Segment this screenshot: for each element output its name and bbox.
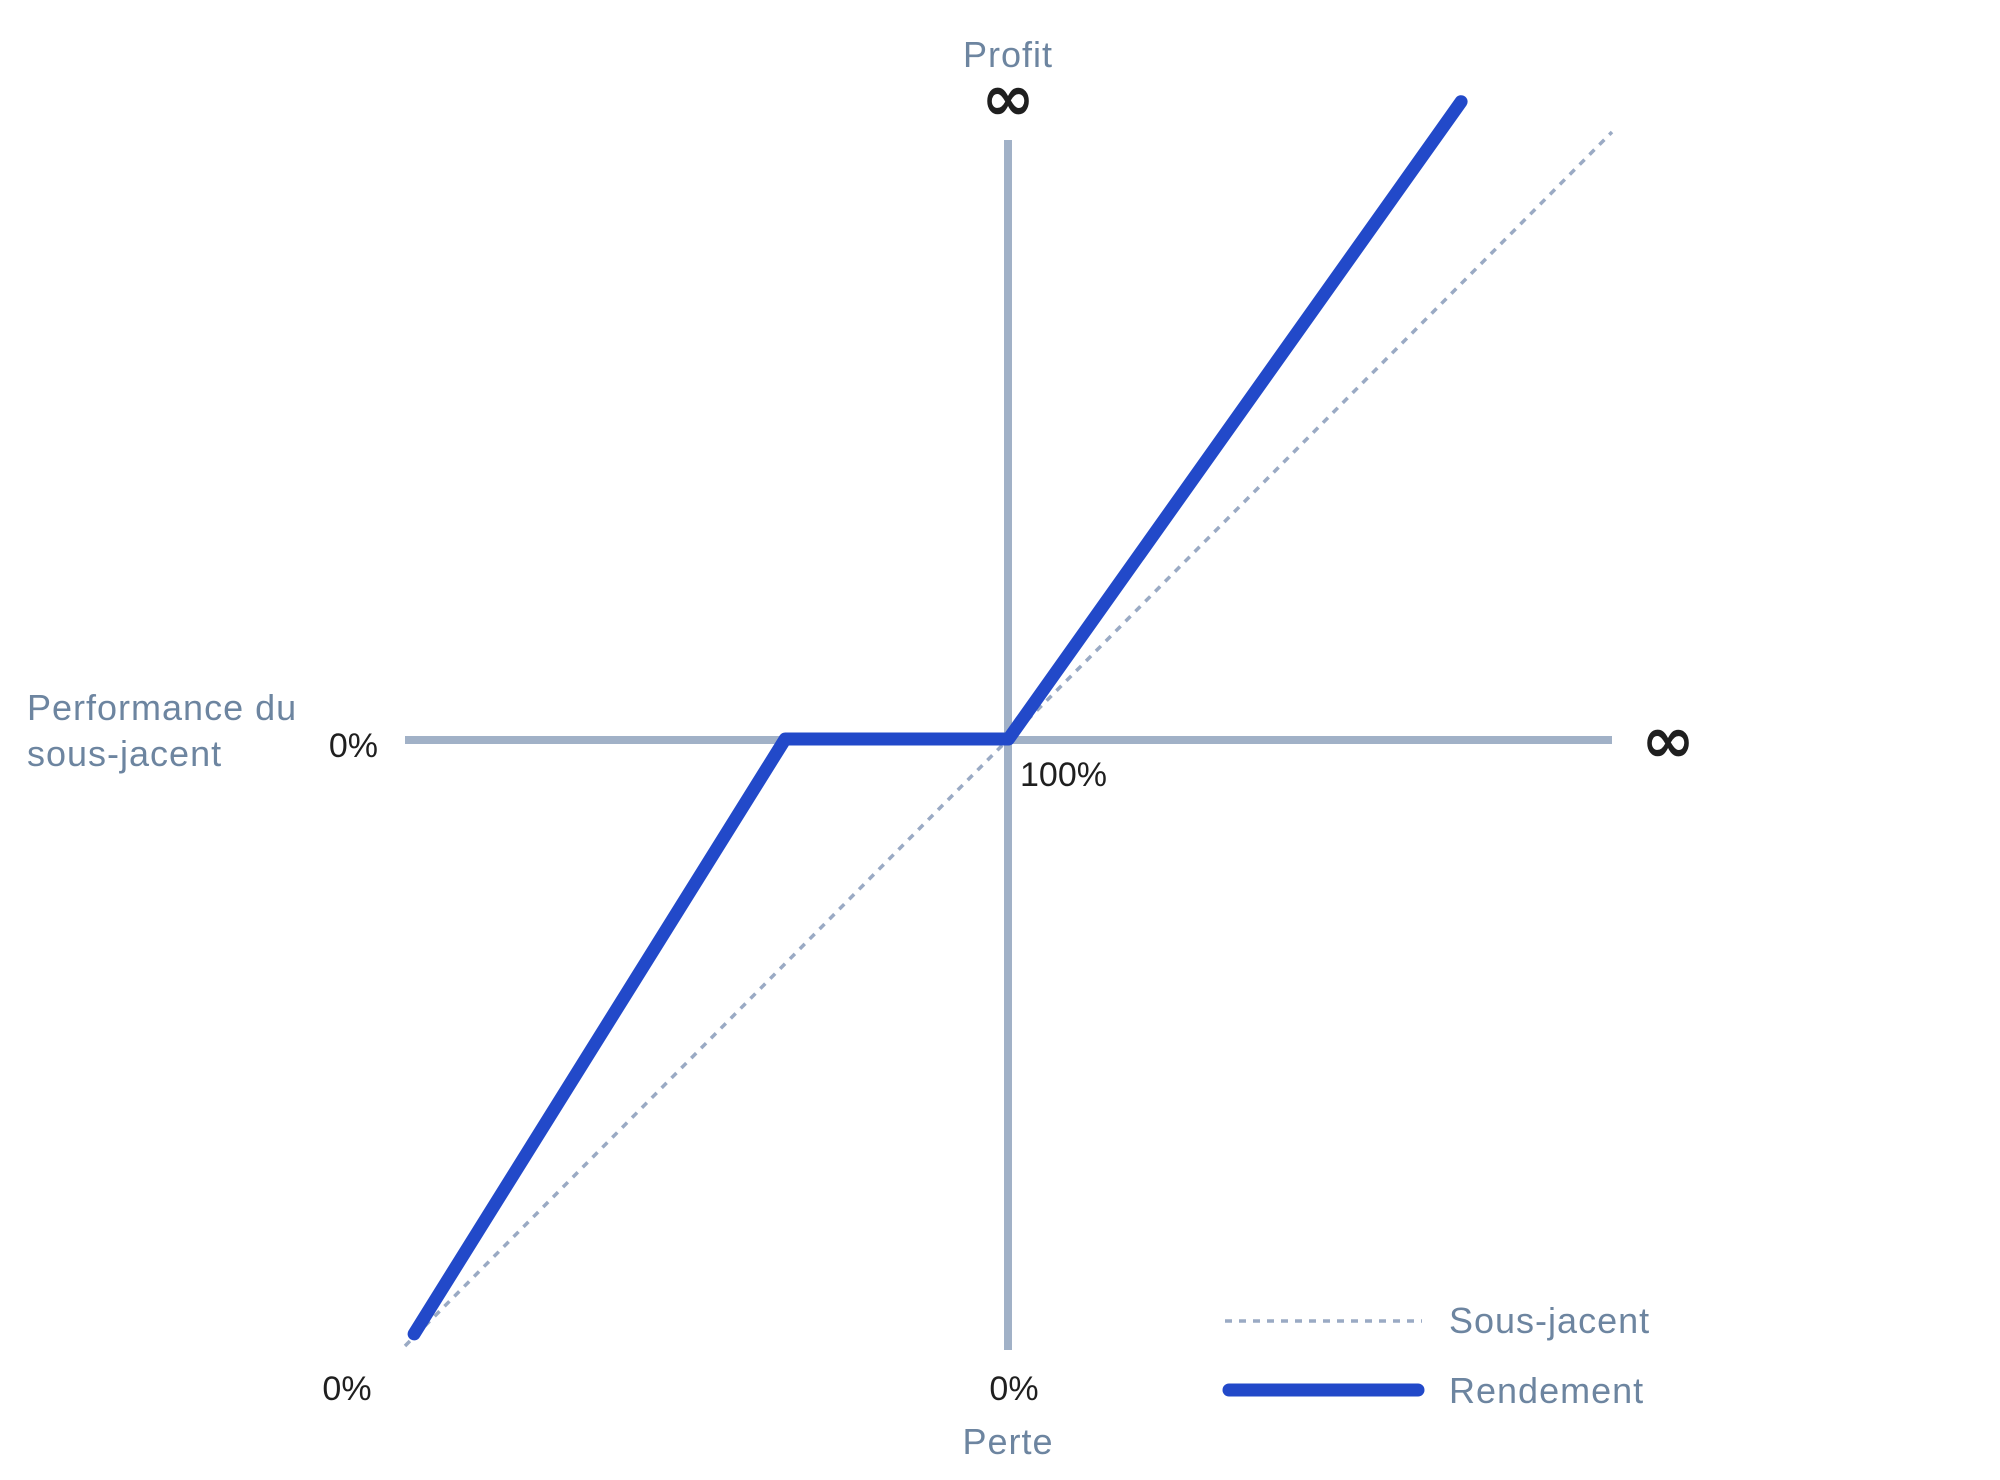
y-axis-infinity-tick: ∞: [981, 62, 1034, 136]
x-axis-infinity-tick: ∞: [1641, 704, 1694, 778]
legend: Sous-jacent Rendement: [1222, 1300, 1650, 1411]
legend-label-rendement: Rendement: [1449, 1370, 1644, 1411]
bottom-left-zero-tick: 0%: [322, 1370, 371, 1408]
x-axis-hundred-tick: 100%: [1020, 756, 1107, 794]
y-axis-top-label: Profit: [963, 34, 1053, 75]
series-line-rendement: [407, 95, 1468, 1341]
legend-label-sous-jacent: Sous-jacent: [1449, 1300, 1650, 1341]
bottom-center-zero-tick: 0%: [989, 1370, 1038, 1408]
x-axis-left-label: Performance du sous-jacent: [27, 687, 308, 774]
x-axis-left-label-line1: Performance du: [27, 687, 297, 728]
x-axis-left-label-line2: sous-jacent: [27, 733, 222, 774]
y-axis-zero-tick: 0%: [329, 727, 378, 765]
y-axis-bottom-label: Perte: [962, 1421, 1053, 1462]
